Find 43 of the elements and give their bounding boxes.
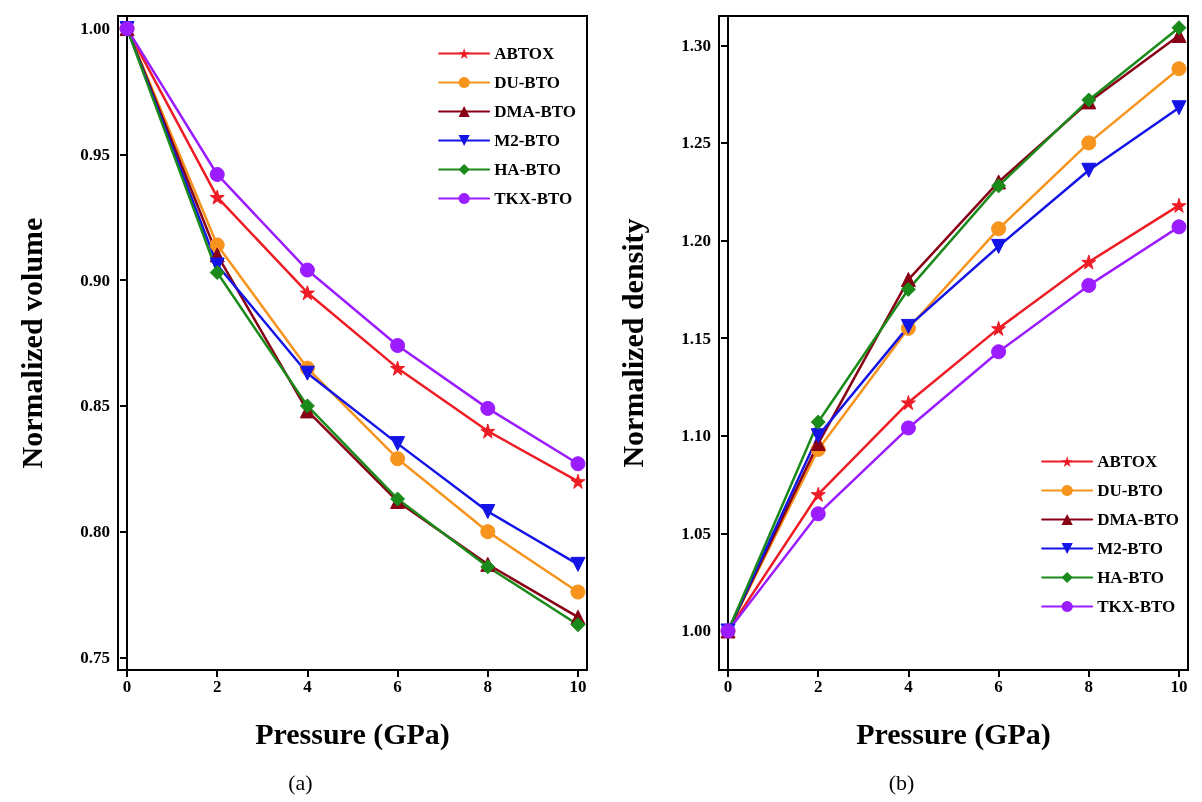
- y-tick-label: 1.00: [80, 19, 110, 39]
- x-tick-label: 8: [1084, 677, 1094, 696]
- y-tick-label: 1.10: [681, 426, 711, 446]
- x-tick-label: 6: [994, 677, 1003, 696]
- x-tick-label: 8: [483, 677, 493, 696]
- y-tick-label: 1.30: [681, 35, 711, 55]
- legend-label: TKX-BTO: [494, 189, 573, 208]
- x-tick-label: 4: [303, 677, 313, 696]
- y-tick-label: 1.05: [681, 523, 711, 543]
- legend-label: M2-BTO: [494, 131, 560, 150]
- y-tick-label: 0.80: [80, 522, 110, 542]
- legend-label: HA-BTO: [1097, 568, 1164, 587]
- x-tick-label: 2: [212, 677, 222, 696]
- y-tick-label: 0.95: [80, 144, 110, 164]
- legend-label: ABTOX: [1097, 452, 1159, 471]
- legend-label: DMA-BTO: [494, 102, 577, 121]
- x-axis-title: Pressure (GPa): [255, 716, 450, 751]
- y-tick-label: 1.15: [681, 328, 711, 348]
- text: (b): [887, 770, 916, 796]
- legend-label: DU-BTO: [494, 73, 560, 92]
- x-tick-label: 6: [393, 677, 402, 696]
- x-tick-label: 10: [569, 677, 587, 696]
- y-tick-label: 1.20: [681, 231, 711, 251]
- y-tick-label: 0.85: [80, 396, 110, 416]
- y-tick-label: 0.75: [80, 647, 110, 667]
- y-axis-title: Normalized volume: [14, 217, 48, 469]
- y-tick-label: 1.00: [681, 621, 711, 641]
- y-axis-title: Normalized density: [615, 218, 649, 468]
- x-tick-label: 2: [813, 677, 823, 696]
- x-tick-label: 0: [122, 677, 132, 696]
- legend-label: DU-BTO: [1097, 481, 1163, 500]
- x-axis-title: Pressure (GPa): [856, 716, 1051, 751]
- legend-label: DMA-BTO: [1097, 510, 1180, 529]
- x-tick-label: 10: [1170, 677, 1188, 696]
- text: (a): [287, 770, 314, 796]
- legend-label: TKX-BTO: [1097, 597, 1176, 616]
- legend-label: HA-BTO: [494, 160, 561, 179]
- legend-label: M2-BTO: [1097, 539, 1163, 558]
- x-tick-label: 4: [904, 677, 914, 696]
- y-tick-label: 0.90: [80, 270, 110, 290]
- y-tick-label: 1.25: [681, 133, 711, 153]
- legend-label: ABTOX: [494, 44, 556, 63]
- x-tick-label: 0: [723, 677, 733, 696]
